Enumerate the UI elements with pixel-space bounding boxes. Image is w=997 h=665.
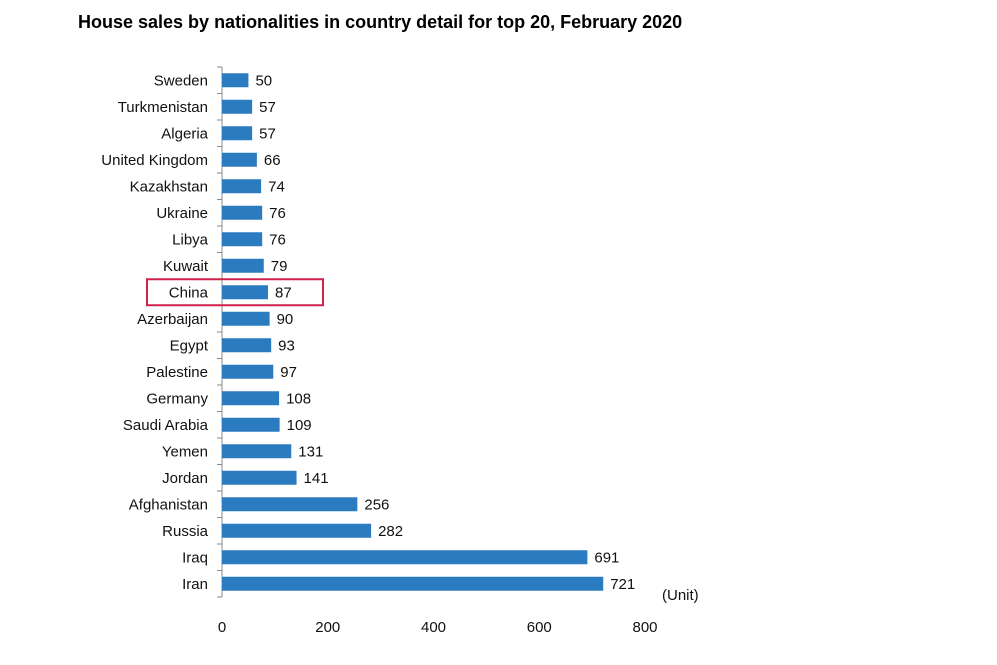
data-label: 57 xyxy=(259,125,276,142)
data-label: 76 xyxy=(269,231,286,248)
category-label: Turkmenistan xyxy=(118,99,208,116)
x-tick-label: 200 xyxy=(315,619,340,636)
bar xyxy=(222,258,264,273)
data-label: 256 xyxy=(364,496,389,513)
category-label: Kazakhstan xyxy=(130,178,208,195)
category-label: Palestine xyxy=(146,364,208,381)
bar xyxy=(222,550,588,565)
data-label: 87 xyxy=(275,284,292,301)
category-label: Ukraine xyxy=(156,205,208,222)
category-label: Egypt xyxy=(170,337,209,354)
category-label: Kuwait xyxy=(163,258,209,275)
data-label: 109 xyxy=(287,417,312,434)
bar xyxy=(222,338,272,353)
x-tick-label: 800 xyxy=(632,619,657,636)
data-label: 90 xyxy=(277,311,294,328)
category-label: Iraq xyxy=(182,549,208,566)
unit-label: (Unit) xyxy=(662,587,699,604)
category-label: Yemen xyxy=(162,443,208,460)
category-label: Algeria xyxy=(161,125,208,142)
bar xyxy=(222,576,604,591)
bar xyxy=(222,417,280,432)
data-label: 57 xyxy=(259,99,276,116)
bar xyxy=(222,444,292,459)
data-label: 50 xyxy=(255,72,272,89)
bar xyxy=(222,232,263,247)
data-label: 76 xyxy=(269,205,286,222)
data-label: 93 xyxy=(278,337,295,354)
bar xyxy=(222,391,280,406)
category-label: Sweden xyxy=(154,72,208,89)
category-label: Iran xyxy=(182,576,208,593)
bar xyxy=(222,99,253,114)
category-label: Saudi Arabia xyxy=(123,417,209,434)
data-label: 131 xyxy=(298,443,323,460)
bar xyxy=(222,179,262,194)
category-label: Afghanistan xyxy=(129,496,208,513)
data-label: 141 xyxy=(304,470,329,487)
data-label: 97 xyxy=(280,364,297,381)
category-label: Russia xyxy=(162,523,209,540)
chart-title: House sales by nationalities in country … xyxy=(78,12,683,32)
data-label: 79 xyxy=(271,258,288,275)
data-label: 108 xyxy=(286,390,311,407)
highlight-box xyxy=(146,278,324,307)
bar xyxy=(222,285,269,300)
data-label: 66 xyxy=(264,152,281,169)
bar xyxy=(222,364,274,379)
bar xyxy=(222,470,297,485)
bar xyxy=(222,152,257,167)
category-label: Libya xyxy=(172,231,209,248)
x-tick-label: 600 xyxy=(527,619,552,636)
data-label: 74 xyxy=(268,178,285,195)
bar xyxy=(222,205,263,220)
x-tick-label: 400 xyxy=(421,619,446,636)
bar xyxy=(222,311,270,326)
category-label: Germany xyxy=(146,390,208,407)
bar xyxy=(222,126,253,141)
category-label: United Kingdom xyxy=(101,152,208,169)
data-label: 691 xyxy=(594,549,619,566)
bar xyxy=(222,523,372,538)
data-label: 282 xyxy=(378,523,403,540)
bar xyxy=(222,497,358,512)
category-label: Jordan xyxy=(162,470,208,487)
x-tick-label: 0 xyxy=(218,619,226,636)
category-label: Azerbaijan xyxy=(137,311,208,328)
data-label: 721 xyxy=(610,576,635,593)
category-label: China xyxy=(169,284,209,301)
bar xyxy=(222,73,249,88)
